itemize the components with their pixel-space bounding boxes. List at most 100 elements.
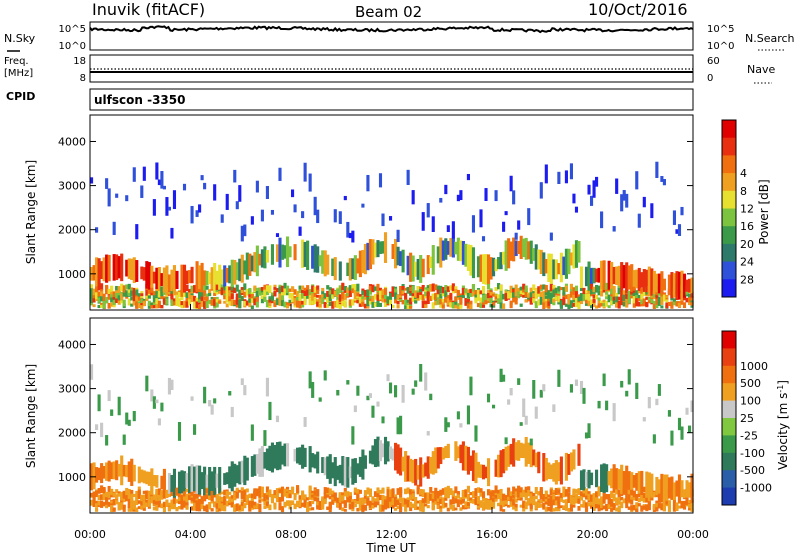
x-tick-label: 04:00 (175, 528, 207, 541)
echo-cell (273, 494, 277, 498)
echo-cell (584, 266, 589, 287)
echo-cell (537, 286, 541, 294)
echo-cell (605, 291, 609, 295)
echo-cell (557, 462, 561, 482)
echo-cell (120, 300, 124, 304)
echo-cell (368, 500, 372, 508)
echo-cell (527, 208, 531, 226)
echo-cell (632, 270, 636, 287)
echo-cell (280, 494, 285, 502)
echo-cell (193, 424, 197, 435)
echo-cell (547, 494, 551, 498)
echo-cell (127, 490, 131, 498)
echo-cell (230, 406, 234, 418)
echo-cell (554, 287, 558, 294)
echo-cell (509, 388, 513, 396)
echo-cell (313, 296, 317, 305)
echo-cell (117, 256, 121, 279)
echo-cell (92, 296, 96, 303)
echo-cell (589, 288, 594, 295)
echo-cell (552, 498, 556, 505)
echo-cell (145, 502, 149, 507)
echo-cell (230, 502, 234, 508)
echo-cell (208, 289, 212, 296)
echo-cell (605, 504, 609, 512)
echo-cell (363, 243, 367, 275)
freq-unit-label: [MHz] (4, 68, 33, 79)
echo-cell (677, 271, 682, 300)
echo-cell (587, 289, 591, 297)
echo-cell (298, 447, 302, 465)
echo-cell (381, 416, 385, 424)
echo-cell (326, 303, 330, 308)
echo-cell (283, 301, 287, 308)
colorbar-segment (722, 452, 736, 471)
echo-cell (243, 291, 247, 298)
echo-cell (449, 504, 453, 510)
echo-cell (680, 206, 684, 216)
echo-cell (117, 503, 121, 511)
echo-cell (363, 289, 367, 297)
echo-cell (105, 500, 109, 505)
echo-cell (497, 454, 501, 478)
echo-cell (358, 497, 362, 506)
echo-cell (177, 505, 182, 510)
echo-cell (378, 296, 383, 300)
echo-cell (675, 502, 679, 510)
echo-cell (486, 289, 491, 293)
echo-cell (627, 488, 631, 494)
echo-cell (235, 491, 239, 499)
echo-cell (512, 438, 516, 467)
echo-cell (499, 284, 503, 291)
echo-cell (296, 299, 300, 308)
echo-cell (507, 445, 511, 467)
echo-cell (388, 293, 393, 300)
echo-cell (660, 305, 664, 309)
echo-cell (255, 503, 259, 509)
echo-cell (524, 292, 528, 298)
echo-cell (602, 497, 606, 504)
nave-label: Nave (747, 63, 775, 76)
echo-cell (595, 305, 599, 309)
echo-cell (358, 250, 362, 278)
echo-cell (492, 490, 496, 497)
echo-cell (120, 455, 124, 486)
echo-cell (293, 503, 297, 510)
echo-cell (343, 491, 347, 497)
echo-cell (569, 502, 573, 507)
echo-cell (647, 396, 651, 409)
echo-cell (592, 300, 596, 307)
echo-cell (321, 498, 325, 505)
echo-cell (544, 164, 548, 184)
echo-cell (602, 373, 606, 387)
echo-cell (399, 288, 403, 296)
echo-cell (434, 491, 438, 498)
echo-cell (675, 507, 679, 512)
echo-cell (200, 502, 204, 509)
echo-cell (662, 278, 666, 290)
echo-cell (368, 450, 372, 464)
echo-cell (215, 473, 219, 488)
echo-cell (177, 493, 182, 498)
noise-sky-label: N.Sky (4, 32, 36, 45)
echo-cell (215, 270, 219, 285)
echo-cell (228, 496, 232, 500)
echo-cell (421, 464, 425, 478)
echo-cell (411, 255, 415, 282)
echo-cell (537, 502, 541, 505)
echo-cell (411, 459, 415, 484)
echo-cell (459, 297, 463, 305)
echo-cell (456, 304, 460, 310)
echo-cell (404, 504, 408, 512)
echo-cell (225, 293, 229, 302)
echo-cell (479, 254, 483, 282)
echo-cell (150, 468, 154, 492)
echo-cell (97, 305, 101, 309)
colorbar-segment (722, 120, 736, 139)
echo-cell (316, 451, 320, 474)
colorbar-segment (722, 190, 736, 209)
echo-cell (655, 289, 659, 296)
echo-cell (542, 493, 546, 501)
